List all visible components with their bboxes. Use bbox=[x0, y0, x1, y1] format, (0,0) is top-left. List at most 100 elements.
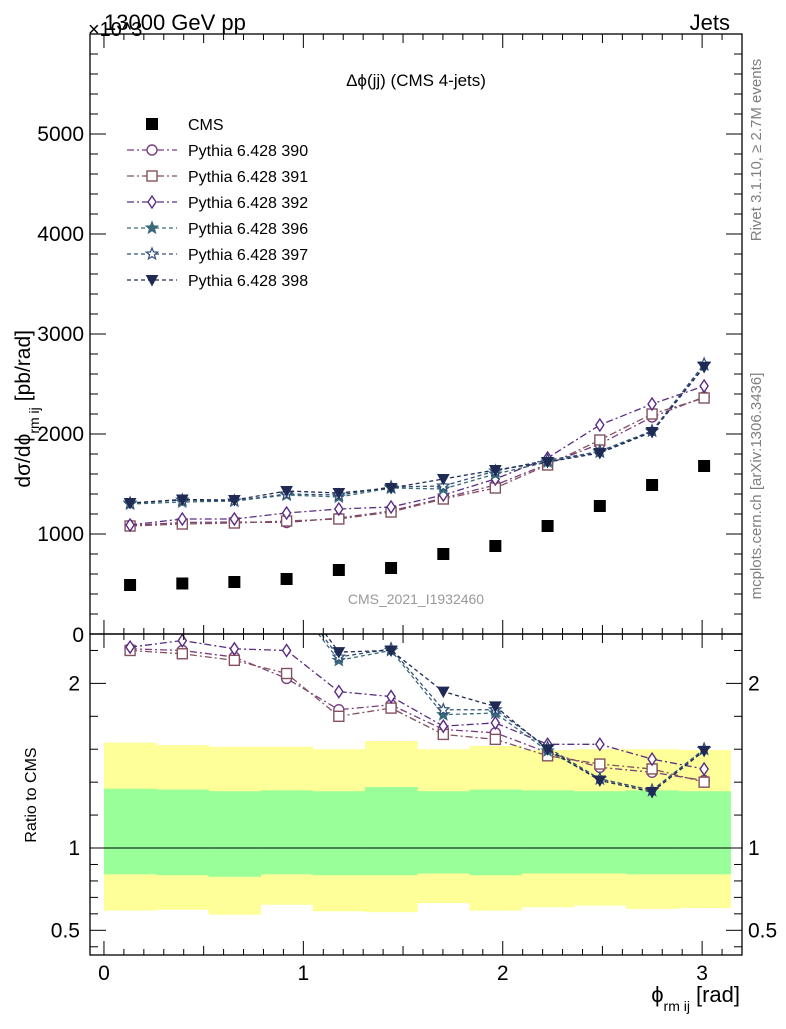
x-axis-label: ϕrm ij [rad] bbox=[651, 982, 740, 1014]
y-exponent: ×10^3 bbox=[88, 19, 142, 41]
cms-data-point bbox=[332, 564, 345, 576]
ratio-point bbox=[698, 776, 710, 788]
ratio-plot-frame bbox=[89, 633, 743, 956]
legend-marker bbox=[146, 170, 158, 182]
cms-data-point bbox=[280, 573, 293, 585]
y-axis-label: dσ/dϕrm ij [pb/rad] bbox=[12, 330, 42, 488]
legend: CMS Pythia 6.428 390 Pythia 6.428 391 Pythi… bbox=[127, 117, 308, 290]
rivet-label: Rivet 3.1.10, ≥ 2.7M events bbox=[748, 59, 765, 242]
cms-data-point bbox=[176, 577, 189, 590]
x-tick-label: 1 bbox=[298, 962, 310, 985]
ratio-point bbox=[124, 562, 135, 573]
cms-data-point bbox=[541, 520, 554, 532]
y-tick-label: 5000 bbox=[37, 123, 84, 146]
legend-label: Pythia 6.428 397 bbox=[188, 247, 308, 264]
ratio-point bbox=[490, 715, 501, 731]
ratio-uncertainty-bands bbox=[90, 741, 742, 915]
mcplots-label: mcplots.cern.ch [arXiv:1306.3436] bbox=[748, 373, 765, 600]
series-point bbox=[280, 486, 293, 498]
ratio-line bbox=[130, 648, 705, 782]
x-tick-label: 3 bbox=[696, 962, 708, 985]
ratio-point bbox=[385, 702, 397, 714]
ratio-point bbox=[281, 587, 292, 598]
ratio-band-inner bbox=[103, 788, 157, 875]
series-line bbox=[130, 366, 705, 504]
ratio-line bbox=[129, 639, 705, 770]
y-tick-label: 2000 bbox=[37, 423, 84, 446]
series-point bbox=[333, 501, 344, 517]
y-tick-label: 3000 bbox=[37, 323, 84, 346]
cms-data-point bbox=[385, 562, 398, 574]
ratio-point bbox=[332, 647, 346, 659]
series-point bbox=[123, 498, 137, 510]
ratio-tick-label-right: 0.5 bbox=[748, 919, 777, 942]
ratio-point bbox=[176, 648, 189, 660]
series-point bbox=[593, 448, 607, 460]
series-point bbox=[699, 378, 709, 394]
ratio-point bbox=[489, 701, 502, 713]
series-point bbox=[125, 517, 135, 533]
ratio-band-inner bbox=[417, 791, 470, 874]
series-line bbox=[130, 385, 705, 526]
legend-label: Pythia 6.428 398 bbox=[188, 273, 308, 290]
chart-title: Δϕ(jj) (CMS 4-jets) bbox=[346, 71, 486, 90]
ratio-point bbox=[333, 710, 345, 723]
ratio-tick-label-left: 2 bbox=[68, 672, 80, 695]
series-line bbox=[130, 397, 705, 527]
ratio-point bbox=[384, 645, 398, 657]
main-series bbox=[122, 356, 712, 591]
series-point bbox=[645, 427, 659, 439]
ratio-tick-label-right: 1 bbox=[748, 837, 760, 860]
cms-data-point bbox=[124, 579, 137, 591]
ratio-point bbox=[645, 787, 659, 799]
series-point bbox=[332, 488, 346, 500]
ratio-band-inner bbox=[260, 790, 314, 875]
ratio-line bbox=[317, 634, 705, 792]
cms-data-point bbox=[437, 548, 450, 560]
series-point bbox=[384, 483, 398, 495]
ratio-series bbox=[124, 562, 712, 799]
series-line bbox=[130, 363, 705, 504]
series-point bbox=[647, 396, 657, 412]
y-tick-label: 4000 bbox=[37, 223, 84, 246]
ratio-point bbox=[594, 737, 605, 752]
ratio-band-inner bbox=[625, 790, 679, 875]
series-point bbox=[541, 457, 554, 469]
legend-marker bbox=[145, 275, 159, 287]
ratio-point bbox=[177, 634, 188, 648]
legend-label: Pythia 6.428 396 bbox=[188, 221, 308, 238]
legend-label: Pythia 6.428 392 bbox=[188, 195, 308, 212]
series-point bbox=[697, 362, 711, 374]
series-point bbox=[228, 495, 241, 507]
ratio-band-inner bbox=[469, 789, 522, 876]
cms-data-point bbox=[228, 576, 241, 588]
legend-label-cms: CMS bbox=[188, 117, 224, 134]
series-point bbox=[489, 465, 502, 477]
legend-marker-cms bbox=[146, 118, 158, 130]
ratio-point bbox=[699, 761, 709, 777]
ratio-point bbox=[281, 643, 292, 658]
series-point bbox=[281, 505, 292, 521]
ratio-point bbox=[594, 758, 606, 770]
ratio-band-inner bbox=[312, 791, 366, 876]
series-point bbox=[175, 494, 189, 507]
ratio-point bbox=[436, 707, 451, 721]
ratio-band-inner bbox=[156, 789, 209, 876]
ratio-point bbox=[333, 684, 344, 699]
series-line bbox=[130, 396, 705, 527]
ratio-point bbox=[697, 745, 711, 758]
ratio-point bbox=[280, 667, 293, 680]
ratio-band-inner bbox=[364, 787, 418, 876]
ratio-point bbox=[125, 564, 136, 574]
y-tick-label: 1000 bbox=[37, 523, 84, 546]
legend-marker bbox=[144, 220, 160, 235]
series-point bbox=[436, 474, 450, 486]
ratio-band-inner bbox=[521, 790, 575, 874]
ratio-point bbox=[438, 718, 449, 734]
y-axis-label-main: dσ/dϕ bbox=[12, 434, 35, 488]
ratio-point bbox=[489, 733, 502, 746]
legend-label: Pythia 6.428 391 bbox=[188, 169, 308, 186]
cms-data-point bbox=[593, 500, 606, 512]
ratio-point bbox=[541, 744, 554, 756]
